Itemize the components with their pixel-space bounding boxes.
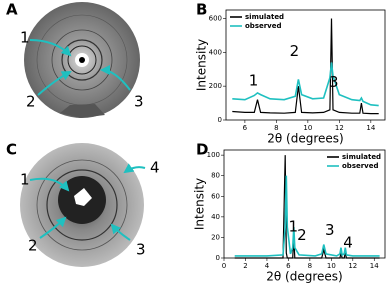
annotation: 4 <box>150 159 160 177</box>
annotation: 3 <box>329 73 339 91</box>
y-tick-label: 0 <box>218 116 222 124</box>
x-tick-label: 10 <box>327 262 336 270</box>
y-tick-label: 60 <box>211 192 220 200</box>
x-tick-label: 4 <box>265 262 270 270</box>
legend-label: simulated <box>245 13 284 21</box>
annotation: 2 <box>26 93 36 111</box>
x-axis-label: 2θ (degrees) <box>266 270 342 284</box>
annotation: 2 <box>28 237 38 255</box>
diffraction-image-c: C 1 2 3 4 <box>6 141 160 267</box>
legend-label: simulated <box>342 153 381 161</box>
series-line <box>232 62 379 107</box>
y-tick-label: 20 <box>211 233 220 241</box>
x-tick-label: 14 <box>370 262 379 270</box>
y-tick-label: 100 <box>207 151 220 159</box>
y-tick-label: 0 <box>216 254 220 262</box>
panel-label: D <box>196 141 208 159</box>
annotation: 3 <box>325 221 335 239</box>
plot-frame <box>225 9 386 121</box>
x-tick-label: 2 <box>243 262 247 270</box>
annotation: 1 <box>249 71 259 89</box>
legend-label: observed <box>342 162 379 170</box>
y-tick-label: 200 <box>209 82 222 90</box>
x-tick-label: 12 <box>348 262 357 270</box>
x-tick-label: 12 <box>335 124 344 132</box>
x-axis-label: 2θ (degrees) <box>267 132 343 146</box>
diffraction-image-a: A 1 2 3 <box>6 1 144 118</box>
x-tick-label: 0 <box>222 262 226 270</box>
series-line <box>232 18 379 115</box>
x-tick-label: 10 <box>303 124 312 132</box>
x-tick-label: 8 <box>274 124 278 132</box>
panel-label: A <box>6 1 18 19</box>
annotation: 4 <box>343 233 353 251</box>
annotation: 2 <box>297 226 307 244</box>
y-tick-label: 80 <box>211 172 220 180</box>
y-axis-label: Intensity <box>195 39 209 91</box>
annotation: 3 <box>134 93 144 111</box>
annotation: 1 <box>20 29 30 47</box>
y-tick-label: 400 <box>209 48 222 56</box>
x-tick-label: 14 <box>366 124 375 132</box>
y-tick-label: 600 <box>209 14 222 22</box>
series-line <box>234 175 380 257</box>
annotation: 1 <box>20 171 30 189</box>
x-tick-label: 8 <box>308 262 312 270</box>
y-tick-label: 40 <box>211 213 220 221</box>
annotation: 2 <box>290 42 300 60</box>
panel-label: C <box>6 141 17 159</box>
y-axis-label: Intensity <box>193 178 207 230</box>
annotation: 1 <box>289 218 299 236</box>
x-tick-label: 6 <box>286 262 291 270</box>
legend-label: observed <box>245 22 282 30</box>
series-line <box>234 155 380 259</box>
annotation: 3 <box>136 241 146 259</box>
x-tick-label: 6 <box>243 124 248 132</box>
panel-label: B <box>196 1 207 19</box>
